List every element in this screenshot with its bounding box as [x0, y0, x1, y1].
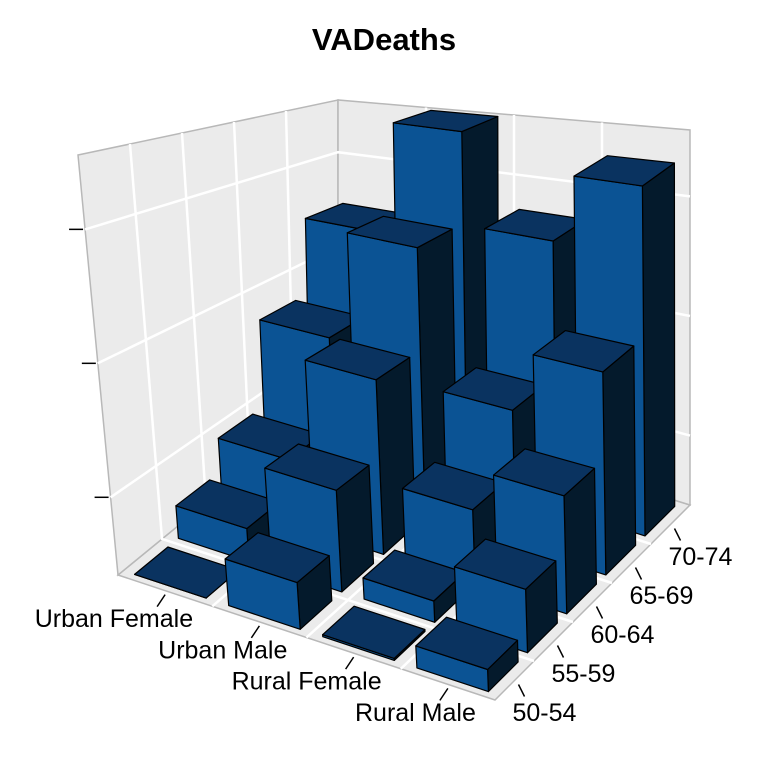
y-tick — [556, 645, 565, 658]
y-tick-label: 55-59 — [552, 660, 616, 688]
bar-top — [453, 538, 557, 590]
y-tick-label: 70-74 — [669, 543, 733, 571]
y-tick-label: 50-54 — [513, 699, 577, 727]
x-tick-label: Urban Female — [35, 605, 193, 633]
bar-top — [224, 532, 330, 584]
chart-title: VADeaths — [312, 22, 456, 57]
bar-top — [264, 443, 370, 491]
x-tick — [250, 625, 260, 639]
x-tick-label: Rural Male — [355, 699, 476, 727]
bar-top — [573, 155, 676, 187]
bar-top — [493, 448, 596, 497]
grid-line — [84, 150, 691, 231]
bar-side — [602, 345, 637, 576]
x-tick-label: Rural Female — [232, 668, 382, 696]
y-tick — [517, 684, 526, 697]
bar — [264, 443, 375, 593]
x-tick — [345, 656, 355, 670]
bar-side — [641, 162, 676, 537]
bar-top — [346, 215, 453, 249]
y-tick-label: 65-69 — [630, 582, 694, 610]
y-tick — [673, 528, 682, 541]
wall-grid-line — [128, 143, 535, 663]
bar — [224, 532, 333, 630]
y-tick-label: 60-64 — [591, 621, 655, 649]
bar — [415, 616, 519, 693]
bar-top — [392, 109, 499, 133]
x-tick-label: Urban Male — [158, 636, 287, 664]
y-tick — [634, 567, 643, 580]
bar-top — [322, 605, 426, 660]
bar-top — [415, 616, 519, 671]
bar-top — [532, 330, 635, 373]
bar-top — [304, 338, 411, 381]
bar — [322, 605, 426, 662]
y-tick — [595, 606, 604, 619]
x-tick — [156, 594, 166, 608]
x-tick — [439, 687, 449, 701]
